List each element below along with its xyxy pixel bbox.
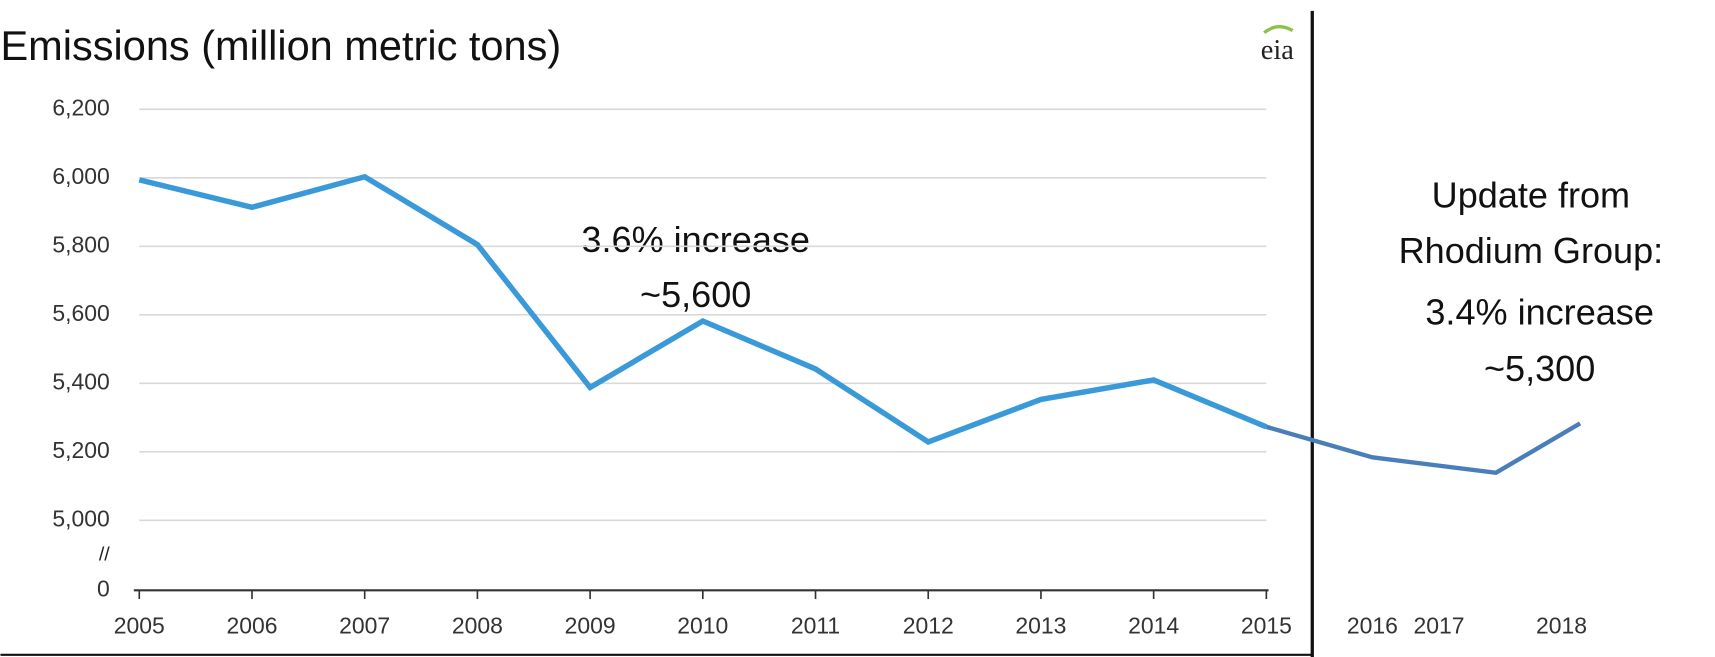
- annotation: ~5,600: [640, 274, 751, 315]
- annotation: 3.6% increase: [581, 219, 810, 260]
- y-tick-label: 5,200: [52, 437, 109, 463]
- chart-title: Emissions (million metric tons): [0, 22, 561, 69]
- x-tick-label: 2011: [791, 613, 840, 639]
- y-tick-label: 6,000: [52, 163, 109, 189]
- annotation: ~5,300: [1484, 348, 1595, 389]
- y-tick-label: 0: [97, 575, 110, 601]
- x-tick-label: 2005: [114, 613, 165, 639]
- x-tick-label: 2014: [1128, 613, 1179, 639]
- y-tick-label: 6,200: [52, 94, 109, 120]
- annotation: 3.4% increase: [1425, 291, 1654, 332]
- x-tick-label: 2009: [565, 613, 616, 639]
- y-tick-label: 5,600: [52, 300, 109, 326]
- annotation: Rhodium Group:: [1399, 230, 1664, 271]
- x-tick-label: 2008: [452, 613, 503, 639]
- logo: eia: [1261, 35, 1295, 66]
- y-tick-label: 5,800: [52, 231, 109, 257]
- x-tick-label: 2012: [903, 613, 954, 639]
- x-tick-label: 2010: [677, 613, 728, 639]
- x-tick-label: 2013: [1015, 613, 1066, 639]
- x-tick-label: 2017: [1414, 613, 1465, 639]
- x-tick-label: 2007: [339, 613, 390, 639]
- axis-break: //: [99, 544, 110, 566]
- y-tick-label: 5,000: [52, 505, 109, 531]
- data-line: [138, 173, 1268, 445]
- x-tick-label: 2006: [226, 613, 277, 639]
- annotation: Update from: [1432, 174, 1630, 215]
- x-tick-label: 2018: [1536, 613, 1587, 639]
- logo-arc: [1263, 25, 1294, 35]
- x-tick-label: 2016: [1347, 613, 1398, 639]
- y-tick-label: 5,400: [52, 368, 109, 394]
- x-tick-label: 2015: [1241, 613, 1292, 639]
- data-line: [1265, 421, 1582, 476]
